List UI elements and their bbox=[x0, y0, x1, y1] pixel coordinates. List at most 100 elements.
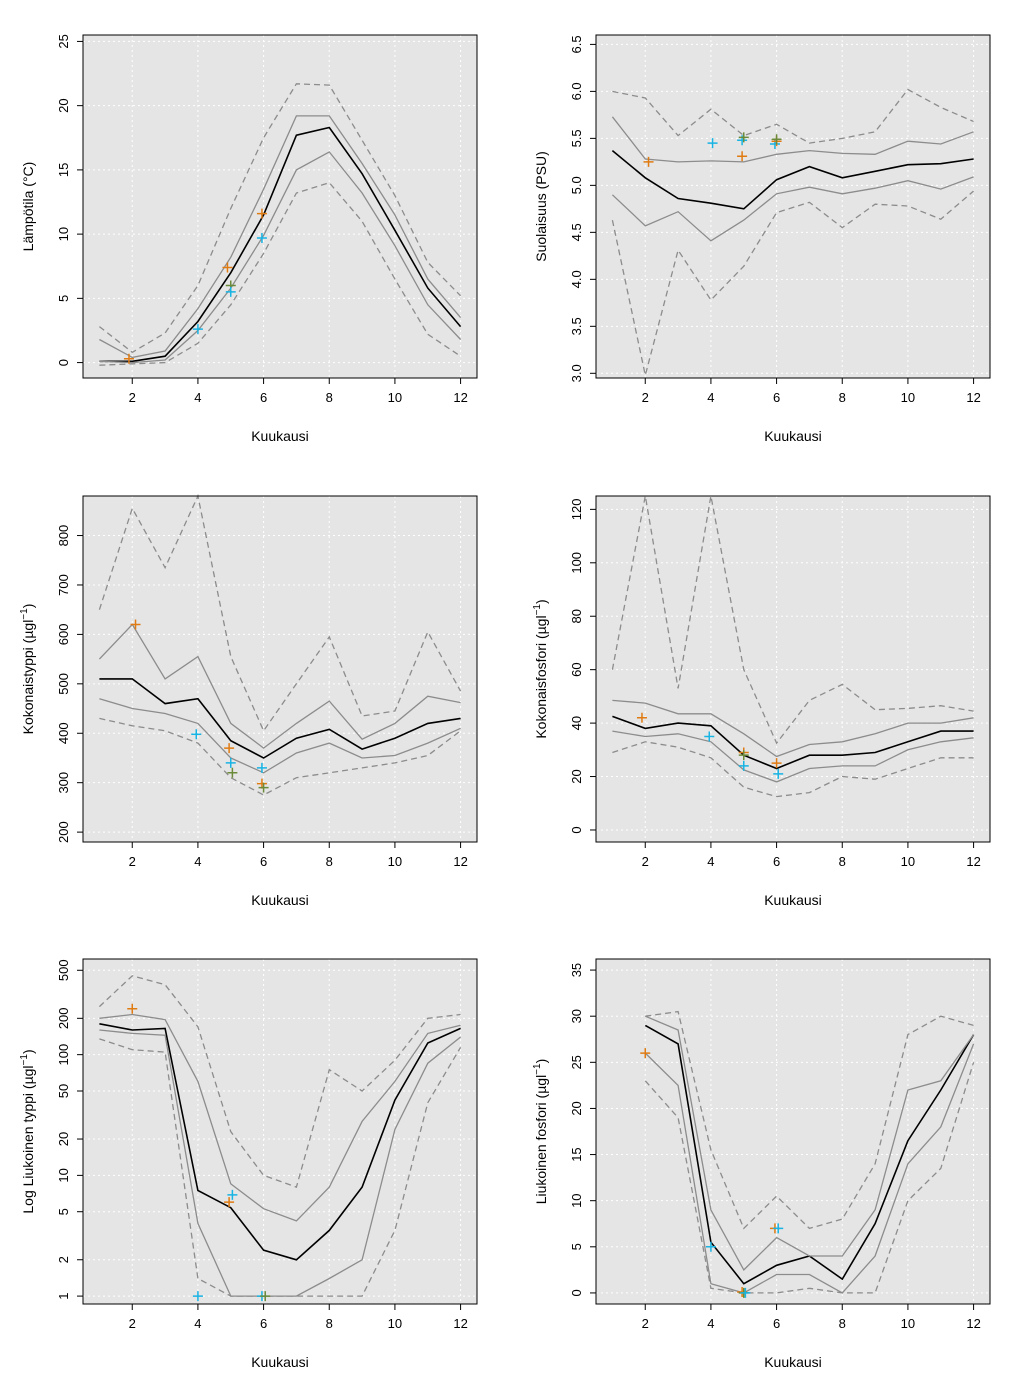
observation-point bbox=[191, 729, 202, 740]
observation-point bbox=[260, 1291, 271, 1302]
plot-background bbox=[596, 35, 990, 378]
x-tick-label: 2 bbox=[642, 1316, 649, 1331]
x-tick-label: 2 bbox=[642, 854, 649, 869]
y-tick-label: 20 bbox=[569, 1101, 584, 1115]
observation-point bbox=[704, 731, 715, 742]
x-tick-label: 10 bbox=[901, 1316, 915, 1331]
observation-point bbox=[224, 1197, 235, 1208]
x-tick-label: 8 bbox=[839, 854, 846, 869]
x-tick-label: 8 bbox=[839, 1316, 846, 1331]
observation-point bbox=[225, 286, 236, 297]
median-line-1 bbox=[99, 126, 462, 363]
x-tick-label: 6 bbox=[260, 390, 267, 405]
y-axis-label: Liukoinen fosfori (µgl−1) bbox=[532, 1059, 549, 1205]
y-tick-label: 20 bbox=[56, 1132, 71, 1146]
x-tick-label: 10 bbox=[388, 390, 402, 405]
y-tick-label: 4.5 bbox=[569, 223, 584, 241]
quartile-line-2 bbox=[612, 699, 974, 758]
y-tick-label: 20 bbox=[56, 98, 71, 112]
quartile-line-2 bbox=[98, 623, 461, 749]
plot-background bbox=[83, 35, 477, 378]
plot-background bbox=[83, 959, 477, 1304]
x-axis-label: Kuukausi bbox=[764, 892, 822, 908]
y-tick-label: 6.5 bbox=[569, 35, 584, 53]
y-tick-label: 2 bbox=[56, 1256, 71, 1263]
x-tick-label: 6 bbox=[773, 390, 780, 405]
x-tick-label: 10 bbox=[901, 390, 915, 405]
observation-point bbox=[225, 757, 236, 768]
y-axis-label-text: Liukoinen fosfori (µgl bbox=[533, 1075, 549, 1204]
y-tick-label: 50 bbox=[56, 1084, 71, 1098]
median-line-1 bbox=[99, 678, 461, 759]
y-axis-label-superscript: −1 bbox=[532, 604, 543, 616]
y-tick-label: 20 bbox=[569, 769, 584, 783]
y-axis-label-suffix: ) bbox=[20, 604, 36, 609]
y-tick-label: 10 bbox=[56, 227, 71, 241]
chart-panel-3: 2 4 6 8 10 12 200 300 400 500 600 700 800 Kuukausi Kok… bbox=[19, 493, 478, 908]
observation-point bbox=[737, 151, 748, 162]
observation-point bbox=[224, 743, 235, 754]
x-tick-label: 8 bbox=[326, 854, 333, 869]
x-axis-label: Kuukausi bbox=[251, 892, 309, 908]
y-tick-label: 10 bbox=[569, 1193, 584, 1207]
x-tick-label: 2 bbox=[129, 390, 136, 405]
y-tick-label: 300 bbox=[56, 772, 71, 794]
plot-frame bbox=[82, 34, 478, 379]
quartile-line-2 bbox=[645, 1015, 975, 1271]
grid bbox=[596, 959, 990, 1304]
median-line-1 bbox=[99, 1023, 461, 1261]
observation-point bbox=[636, 712, 647, 723]
x-tick-label: 12 bbox=[453, 390, 467, 405]
observation-point bbox=[227, 767, 238, 778]
y-tick-label: 10 bbox=[56, 1168, 71, 1182]
x-tick-label: 4 bbox=[194, 390, 201, 405]
y-axis-label: Kokonaistyppi (µgl−1) bbox=[19, 604, 36, 735]
y-axis-label: Log Liukoinen typpi (µgl−1) bbox=[19, 1049, 36, 1213]
x-tick-label: 2 bbox=[642, 390, 649, 405]
y-tick-label: 100 bbox=[569, 552, 584, 574]
quartile-line-2 bbox=[99, 115, 462, 359]
grid bbox=[596, 35, 990, 378]
chart-panel-2: 2 4 6 8 10 12 3.0 3.5 4.0 4.5 5.0 5.5 6.0 6.5 Kuukausi… bbox=[533, 34, 991, 444]
plot-frame bbox=[82, 495, 478, 843]
chart-panel-6: 2 4 6 8 10 12 0 5 10 15 20 25 30 35 Kuukausi Liukoinen … bbox=[532, 958, 991, 1370]
plot-background bbox=[596, 959, 990, 1304]
x-tick-label: 6 bbox=[773, 1316, 780, 1331]
observation-point bbox=[738, 132, 749, 143]
observation-point bbox=[222, 262, 233, 273]
extreme-line-5 bbox=[99, 181, 461, 366]
observation-point bbox=[738, 760, 749, 771]
x-tick-label: 12 bbox=[453, 1316, 467, 1331]
x-tick-label: 6 bbox=[773, 854, 780, 869]
y-axis-label-superscript: −1 bbox=[532, 1063, 543, 1075]
x-axis-label: Kuukausi bbox=[764, 428, 822, 444]
y-tick-label: 400 bbox=[56, 722, 71, 744]
chart-panel-4: 2 4 6 8 10 12020406080100120KuukausiKokonaisf… bbox=[532, 495, 991, 908]
observation-point bbox=[192, 1291, 203, 1302]
x-tick-label: 6 bbox=[260, 854, 267, 869]
observation-point bbox=[771, 758, 782, 769]
quartile-line-2 bbox=[99, 1013, 461, 1222]
y-axis-label-text: Log Liukoinen typpi (µgl bbox=[20, 1065, 36, 1213]
y-tick-label: 3.5 bbox=[569, 317, 584, 335]
observation-point bbox=[192, 324, 203, 335]
x-tick-label: 12 bbox=[453, 854, 467, 869]
y-tick-label: 30 bbox=[569, 1009, 584, 1023]
y-tick-label: 700 bbox=[56, 574, 71, 596]
observation-point bbox=[258, 782, 269, 793]
y-tick-label: 5 bbox=[569, 1243, 584, 1250]
y-tick-label: 25 bbox=[56, 34, 71, 48]
y-tick-label: 5.5 bbox=[569, 129, 584, 147]
y-tick-label: 0 bbox=[569, 826, 584, 833]
quartile-line-3 bbox=[612, 730, 974, 783]
median-line-1 bbox=[611, 149, 974, 210]
y-tick-label: 1 bbox=[56, 1292, 71, 1299]
y-axis-label: Lämpötila (°C) bbox=[20, 162, 36, 252]
x-tick-label: 4 bbox=[707, 1316, 714, 1331]
x-tick-label: 4 bbox=[707, 390, 714, 405]
plot-frame bbox=[595, 495, 991, 843]
x-tick-label: 6 bbox=[260, 1316, 267, 1331]
y-tick-label: 4.0 bbox=[569, 270, 584, 288]
observation-point bbox=[705, 1241, 716, 1252]
x-tick-label: 2 bbox=[129, 1316, 136, 1331]
